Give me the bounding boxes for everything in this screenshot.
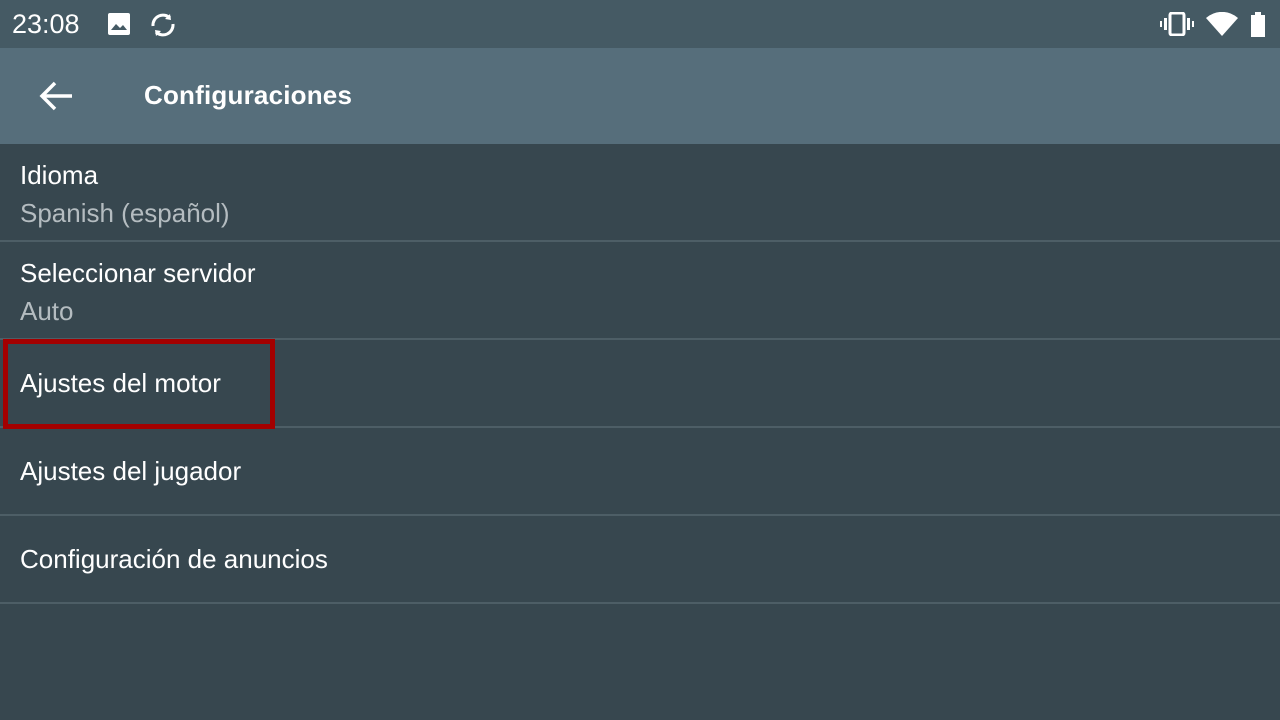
wifi-icon [1206, 12, 1238, 36]
vibrate-icon [1160, 12, 1194, 36]
setting-title: Idioma [20, 160, 99, 190]
sync-icon [151, 13, 175, 37]
setting-title: Configuración de anuncios [20, 544, 328, 574]
battery-icon [1251, 12, 1265, 37]
status-bar: 23:08 [0, 0, 1280, 48]
settings-list: Idioma Spanish (español) Seleccionar ser… [0, 144, 1280, 604]
setting-language[interactable]: Idioma Spanish (español) [0, 144, 1280, 242]
app-bar: Configuraciones [0, 48, 1280, 144]
setting-server[interactable]: Seleccionar servidor Auto [0, 242, 1280, 340]
page-title: Configuraciones [144, 80, 353, 110]
setting-engine[interactable]: Ajustes del motor [0, 340, 1280, 428]
setting-ads[interactable]: Configuración de anuncios [0, 516, 1280, 604]
clock: 23:08 [12, 9, 80, 39]
setting-player[interactable]: Ajustes del jugador [0, 428, 1280, 516]
setting-title: Ajustes del motor [20, 368, 221, 398]
setting-title: Seleccionar servidor [20, 258, 256, 288]
arrow-left-icon[interactable] [38, 80, 74, 112]
setting-title: Ajustes del jugador [20, 456, 242, 486]
setting-value: Auto [20, 296, 74, 326]
image-icon [108, 13, 130, 35]
setting-value: Spanish (español) [20, 198, 230, 228]
